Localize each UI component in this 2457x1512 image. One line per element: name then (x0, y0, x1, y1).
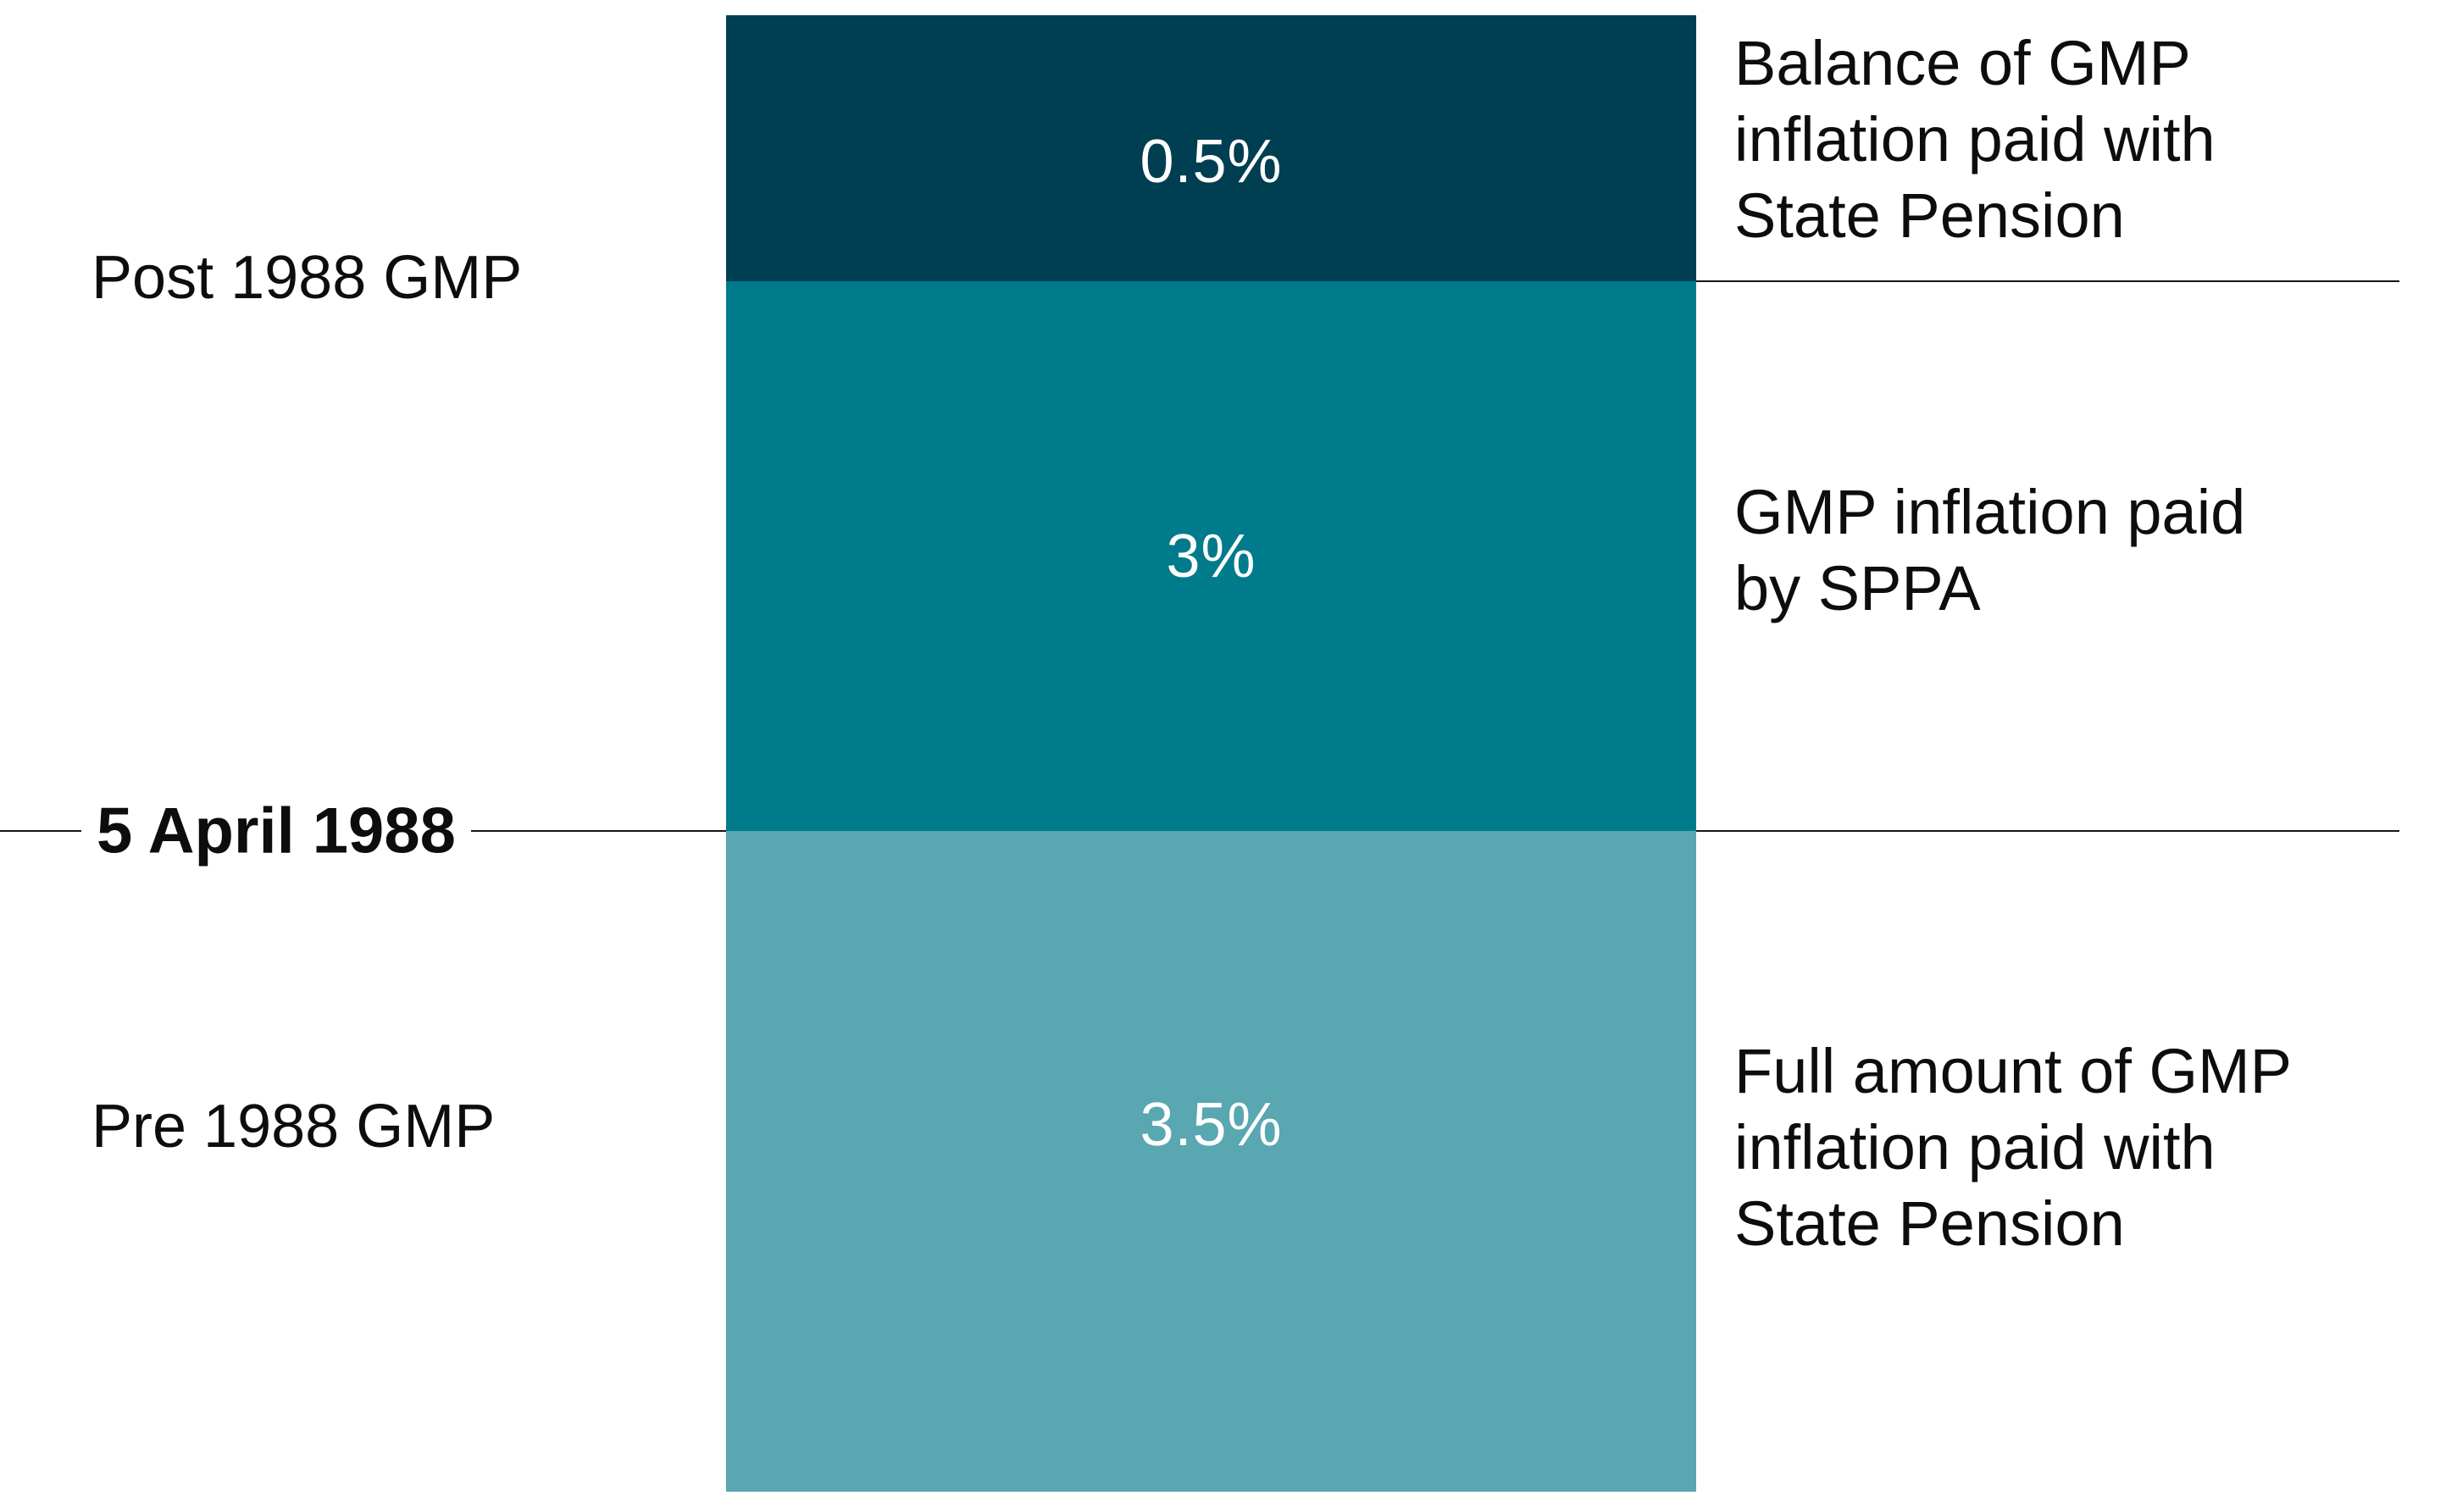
stacked-bar: 0.5% 3% 3.5% (726, 15, 1696, 1492)
annotation-line: by SPPA (1734, 553, 1981, 623)
annotation-full-gmp-with-state-pension: Full amount of GMP inflation paid with S… (1734, 1033, 2412, 1262)
segment-value-label: 3.5% (1140, 1091, 1283, 1160)
annotation-line: State Pension (1734, 1188, 2125, 1259)
annotation-line: State Pension (1734, 180, 2125, 251)
annotation-line: inflation paid with (1734, 1112, 2216, 1182)
segment-value-label: 3% (1166, 522, 1256, 590)
annotation-line: inflation paid with (1734, 104, 2216, 174)
annotation-balance-of-gmp: Balance of GMP inflation paid with State… (1734, 25, 2412, 254)
bar-segment-full-gmp-with-state-pension: 3.5% (726, 831, 1696, 1492)
segment-value-label: 0.5% (1140, 127, 1283, 196)
label-post-1988-gmp: Post 1988 GMP (92, 244, 523, 312)
bar-segment-gmp-paid-by-sppa: 3% (726, 281, 1696, 831)
divider-line-right-post-1988 (1696, 280, 2399, 282)
annotation-gmp-paid-by-sppa: GMP inflation paid by SPPA (1734, 474, 2412, 627)
divider-line-right-5-april-1988 (1696, 830, 2399, 832)
annotation-line: Balance of GMP (1734, 28, 2191, 98)
bar-segment-balance-of-gmp: 0.5% (726, 15, 1696, 281)
annotation-line: Full amount of GMP (1734, 1036, 2293, 1106)
label-pre-1988-gmp: Pre 1988 GMP (92, 1093, 496, 1160)
annotation-line: GMP inflation paid (1734, 477, 2246, 547)
label-5-april-1988: 5 April 1988 (81, 794, 471, 868)
